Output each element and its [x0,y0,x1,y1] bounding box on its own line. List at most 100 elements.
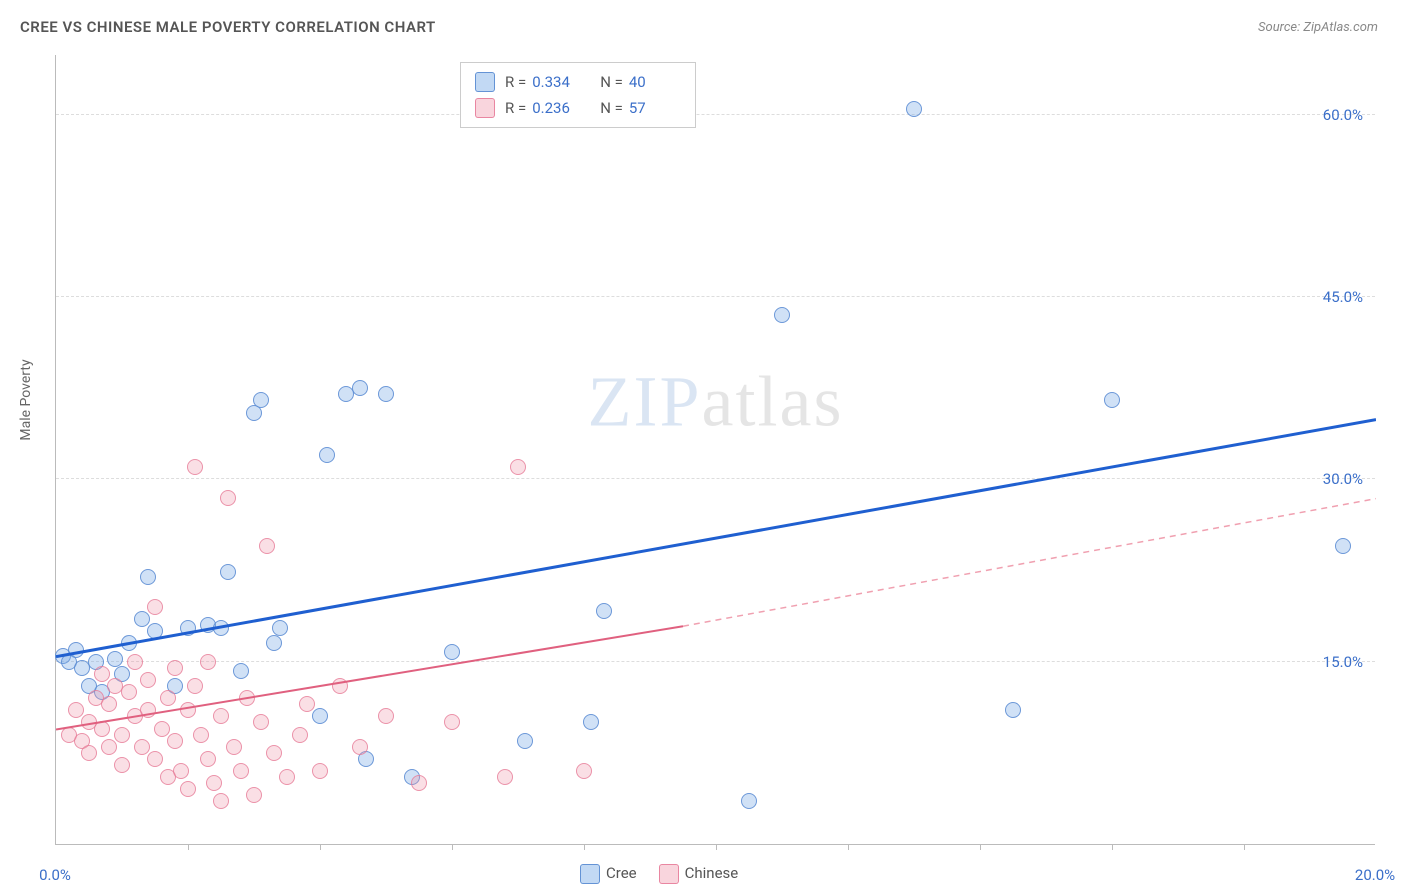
data-point [1005,702,1021,718]
data-point [319,447,335,463]
n-label: N = [600,73,623,91]
data-point [213,620,229,636]
trend-line [683,499,1376,627]
data-point [114,757,130,773]
data-point [134,611,150,627]
y-axis-label: Male Poverty [18,359,34,440]
data-point [180,702,196,718]
data-point [121,635,137,651]
data-point [134,739,150,755]
legend-label-cree: Cree [606,864,637,882]
n-value-cree: 40 [629,73,681,91]
data-point [121,684,137,700]
correlation-legend: R = 0.334 N = 40 R = 0.236 N = 57 [460,62,696,128]
data-point [253,714,269,730]
trend-line [56,420,1376,657]
x-tick-mark [1244,844,1245,850]
source-label: Source: ZipAtlas.com [1258,20,1378,35]
data-point [114,727,130,743]
data-point [68,702,84,718]
data-point [140,702,156,718]
swatch-chinese [475,98,495,118]
data-point [774,307,790,323]
data-point [352,380,368,396]
data-point [352,739,368,755]
data-point [147,599,163,615]
data-point [140,672,156,688]
data-point [107,651,123,667]
data-point [246,787,262,803]
n-value-chinese: 57 [629,99,681,117]
watermark-thin: atlas [702,362,844,442]
data-point [906,101,922,117]
data-point [576,763,592,779]
data-point [378,708,394,724]
gridline [56,661,1375,662]
r-value-cree: 0.334 [532,73,584,91]
gridline [56,478,1375,479]
r-label: R = [505,99,526,117]
gridline [56,296,1375,297]
x-tick-mark [848,844,849,850]
data-point [272,620,288,636]
data-point [200,654,216,670]
data-point [220,564,236,580]
y-tick-label: 30.0% [1323,470,1363,488]
x-tick-label: 0.0% [39,866,71,884]
data-point [101,739,117,755]
watermark: ZIPatlas [588,361,844,444]
x-tick-mark [584,844,585,850]
data-point [173,763,189,779]
data-point [147,623,163,639]
data-point [213,793,229,809]
data-point [147,751,163,767]
data-point [444,714,460,730]
data-point [266,745,282,761]
data-point [239,690,255,706]
data-point [1335,538,1351,554]
data-point [94,721,110,737]
x-tick-label: 20.0% [1355,866,1395,884]
data-point [226,739,242,755]
data-point [497,769,513,785]
data-point [279,769,295,785]
legend-row-cree: R = 0.334 N = 40 [475,69,681,95]
chart-title: CREE VS CHINESE MALE POVERTY CORRELATION… [20,18,436,36]
series-legend: Cree Chinese [580,864,738,884]
data-point [220,490,236,506]
data-point [741,793,757,809]
x-tick-mark [1112,844,1113,850]
x-tick-mark [188,844,189,850]
data-point [193,727,209,743]
data-point [266,635,282,651]
plot-area: ZIPatlas 15.0% 30.0% 45.0% 60.0% [55,55,1375,845]
data-point [259,538,275,554]
data-point [154,721,170,737]
data-point [510,459,526,475]
swatch-chinese [659,864,679,884]
data-point [94,666,110,682]
y-tick-label: 45.0% [1323,288,1363,306]
data-point [583,714,599,730]
y-tick-label: 60.0% [1323,106,1363,124]
data-point [101,696,117,712]
data-point [200,751,216,767]
y-tick-label: 15.0% [1323,653,1363,671]
data-point [292,727,308,743]
data-point [180,781,196,797]
watermark-bold: ZIP [588,362,702,442]
data-point [253,392,269,408]
data-point [299,696,315,712]
data-point [378,386,394,402]
data-point [411,775,427,791]
x-tick-mark [320,844,321,850]
data-point [160,690,176,706]
data-point [332,678,348,694]
data-point [180,620,196,636]
chart-container: CREE VS CHINESE MALE POVERTY CORRELATION… [0,0,1406,892]
data-point [517,733,533,749]
r-label: R = [505,73,526,91]
data-point [312,708,328,724]
r-value-chinese: 0.236 [532,99,584,117]
legend-item-cree: Cree [580,864,637,884]
